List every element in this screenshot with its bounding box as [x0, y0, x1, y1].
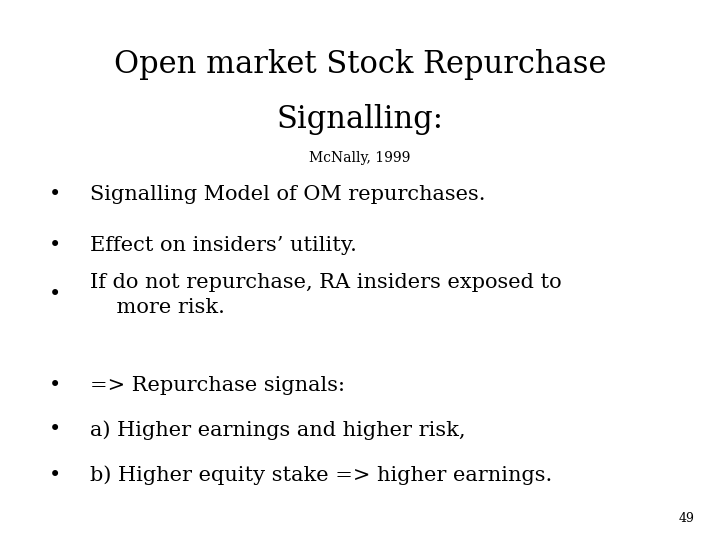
Text: Effect on insiders’ utility.: Effect on insiders’ utility. — [90, 235, 357, 255]
Text: If do not repurchase, RA insiders exposed to
    more risk.: If do not repurchase, RA insiders expose… — [90, 273, 562, 317]
Text: Signalling Model of OM repurchases.: Signalling Model of OM repurchases. — [90, 185, 485, 205]
Text: Signalling:: Signalling: — [276, 104, 444, 136]
Text: •: • — [48, 235, 61, 255]
Text: •: • — [48, 465, 61, 485]
Text: •: • — [48, 185, 61, 205]
Text: •: • — [48, 420, 61, 440]
Text: Open market Stock Repurchase: Open market Stock Repurchase — [114, 49, 606, 80]
Text: => Repurchase signals:: => Repurchase signals: — [90, 375, 345, 395]
Text: •: • — [48, 375, 61, 395]
Text: •: • — [48, 285, 61, 305]
Text: 49: 49 — [679, 512, 695, 525]
Text: a) Higher earnings and higher risk,: a) Higher earnings and higher risk, — [90, 420, 466, 440]
Text: McNally, 1999: McNally, 1999 — [310, 151, 410, 165]
Text: b) Higher equity stake => higher earnings.: b) Higher equity stake => higher earning… — [90, 465, 552, 485]
